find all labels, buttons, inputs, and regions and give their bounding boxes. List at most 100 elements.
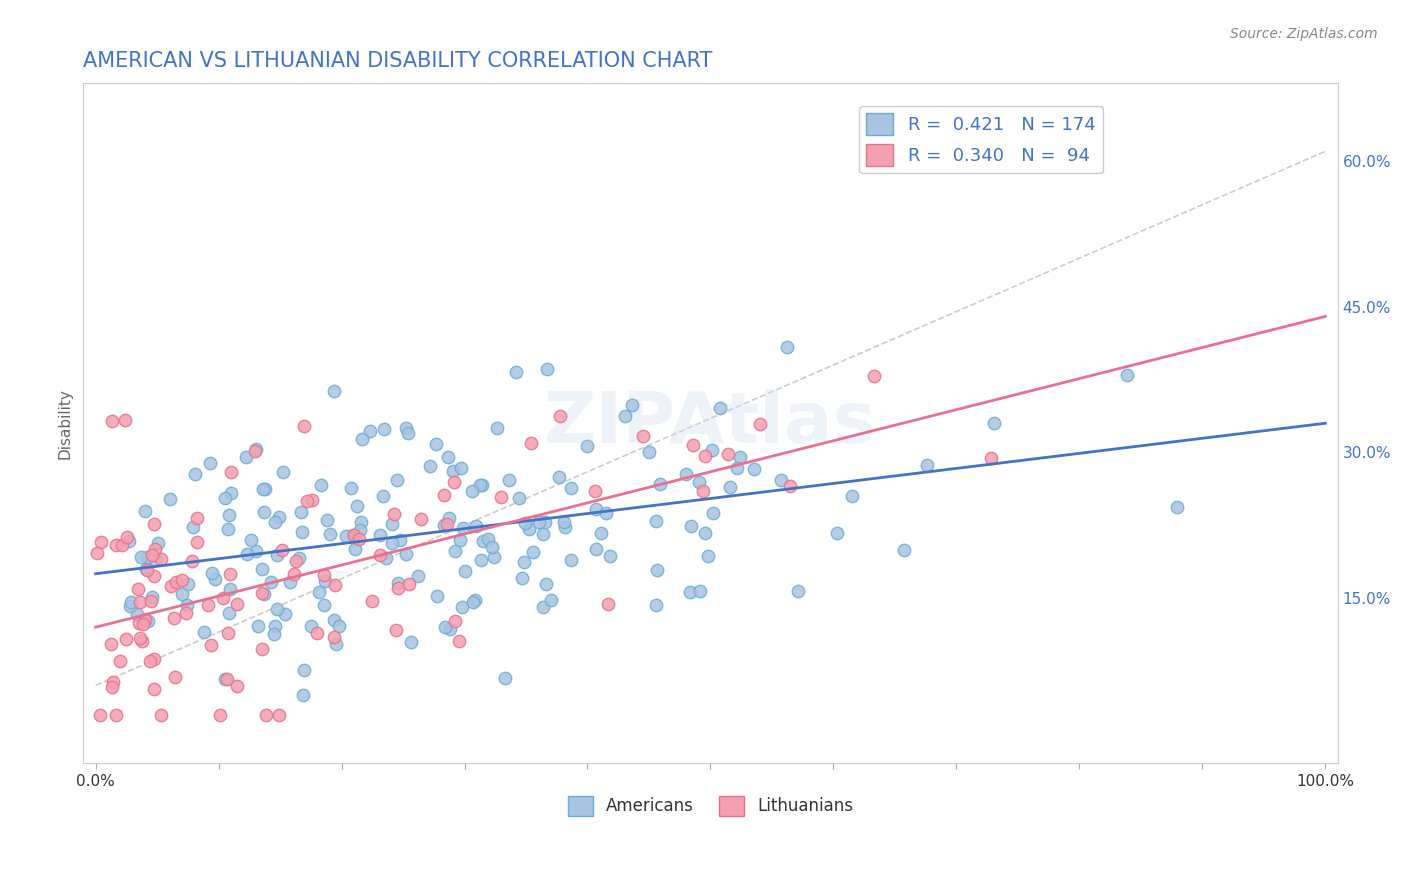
- Americans: [373, 422, 395, 436]
- Americans: [266, 548, 288, 562]
- Americans: [679, 584, 702, 599]
- Americans: [486, 420, 509, 434]
- Lithuanians: [269, 707, 291, 722]
- Americans: [387, 575, 409, 590]
- Americans: [688, 475, 710, 489]
- Americans: [508, 491, 530, 505]
- Americans: [344, 542, 367, 557]
- Americans: [449, 533, 471, 547]
- Lithuanians: [101, 414, 124, 428]
- Americans: [198, 456, 221, 470]
- Americans: [536, 577, 558, 591]
- Americans: [444, 543, 467, 558]
- Lithuanians: [219, 567, 242, 582]
- Americans: [477, 532, 499, 546]
- Lithuanians: [104, 538, 127, 552]
- Lithuanians: [103, 674, 125, 689]
- Lithuanians: [89, 707, 111, 722]
- Americans: [531, 526, 554, 541]
- Americans: [309, 478, 332, 492]
- Lithuanians: [150, 552, 173, 566]
- Americans: [308, 584, 330, 599]
- Americans: [120, 599, 142, 613]
- Americans: [495, 671, 517, 685]
- Americans: [193, 624, 215, 639]
- Lithuanians: [132, 617, 155, 632]
- Americans: [118, 534, 141, 549]
- Americans: [120, 595, 142, 609]
- Americans: [159, 491, 181, 506]
- Text: ZIPAtlas: ZIPAtlas: [544, 389, 877, 458]
- Americans: [350, 516, 373, 530]
- Americans: [512, 571, 534, 585]
- Americans: [381, 517, 404, 532]
- Americans: [915, 458, 938, 473]
- Americans: [471, 534, 494, 549]
- Americans: [536, 362, 558, 376]
- Americans: [700, 443, 723, 458]
- Americans: [368, 527, 391, 541]
- Lithuanians: [779, 479, 801, 493]
- Americans: [245, 543, 267, 558]
- Americans: [527, 515, 550, 529]
- Americans: [441, 464, 464, 478]
- Lithuanians: [143, 517, 166, 532]
- Americans: [318, 526, 340, 541]
- Americans: [576, 439, 599, 453]
- Americans: [395, 421, 418, 435]
- Lithuanians: [361, 594, 384, 608]
- Americans: [709, 401, 731, 416]
- Americans: [498, 473, 520, 487]
- Lithuanians: [165, 575, 187, 590]
- Lithuanians: [142, 569, 165, 583]
- Lithuanians: [749, 417, 772, 431]
- Lithuanians: [212, 591, 235, 606]
- Lithuanians: [693, 449, 716, 463]
- Americans: [433, 517, 456, 532]
- Americans: [433, 620, 456, 634]
- Americans: [702, 506, 724, 520]
- Americans: [314, 574, 336, 589]
- Lithuanians: [170, 573, 193, 587]
- Legend: Americans, Lithuanians: Americans, Lithuanians: [561, 789, 860, 822]
- Americans: [827, 526, 849, 541]
- Americans: [325, 636, 347, 650]
- Lithuanians: [368, 548, 391, 562]
- Americans: [645, 563, 668, 577]
- Americans: [135, 562, 157, 576]
- Lithuanians: [226, 679, 249, 693]
- Americans: [218, 606, 240, 620]
- Americans: [696, 549, 718, 564]
- Americans: [274, 607, 297, 621]
- Americans: [252, 482, 274, 496]
- Americans: [645, 514, 668, 528]
- Americans: [406, 569, 429, 583]
- Americans: [547, 469, 569, 483]
- Americans: [240, 533, 263, 547]
- Lithuanians: [165, 670, 187, 684]
- Americans: [323, 613, 346, 627]
- Americans: [346, 499, 368, 513]
- Americans: [599, 549, 621, 563]
- Americans: [419, 458, 441, 473]
- Lithuanians: [433, 488, 456, 502]
- Americans: [135, 549, 157, 564]
- Americans: [725, 460, 748, 475]
- Americans: [204, 572, 226, 586]
- Lithuanians: [143, 652, 166, 666]
- Americans: [470, 553, 492, 567]
- Lithuanians: [200, 638, 222, 652]
- Lithuanians: [285, 553, 308, 567]
- Lithuanians: [301, 493, 323, 508]
- Americans: [595, 506, 617, 520]
- Americans: [217, 522, 239, 536]
- Americans: [689, 584, 711, 599]
- Americans: [299, 619, 322, 633]
- Lithuanians: [323, 578, 346, 592]
- Americans: [505, 365, 527, 379]
- Lithuanians: [382, 507, 405, 521]
- Americans: [436, 450, 458, 464]
- Americans: [176, 598, 198, 612]
- Americans: [463, 595, 485, 609]
- Lithuanians: [385, 623, 408, 637]
